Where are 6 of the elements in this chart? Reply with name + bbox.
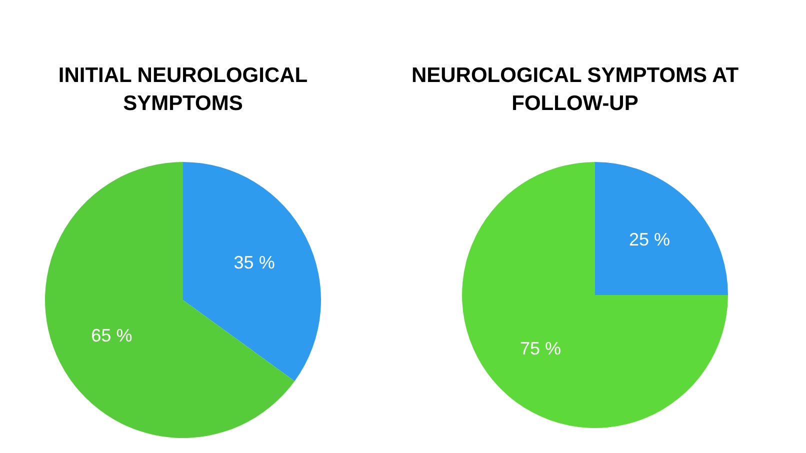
data-label: 75 %	[520, 338, 561, 359]
chart-title: INITIAL NEUROLOGICAL SYMPTOMS	[57, 63, 309, 117]
data-label: 65 %	[91, 325, 132, 346]
data-label: 35 %	[234, 252, 275, 273]
data-label: 25 %	[629, 229, 670, 250]
chart-title: NEUROLOGICAL SYMPTOMS AT FOLLOW-UP	[410, 63, 740, 117]
